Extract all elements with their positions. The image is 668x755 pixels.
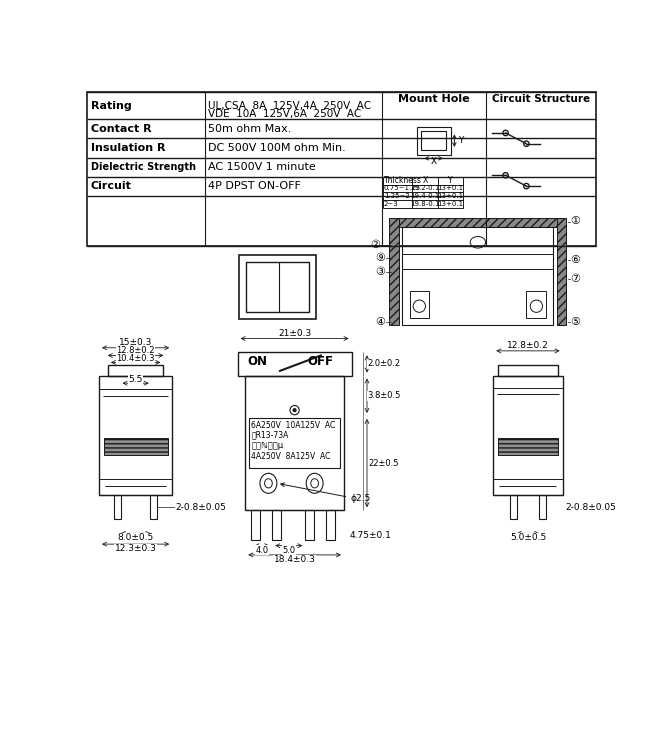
Text: 6A250V  10A125V  AC: 6A250V 10A125V AC xyxy=(251,421,336,430)
Bar xyxy=(399,217,557,227)
Bar xyxy=(326,510,335,540)
Text: 15±0.3: 15±0.3 xyxy=(119,338,152,347)
Text: 12.3±0.3: 12.3±0.3 xyxy=(115,544,156,553)
Text: 2-0.8±0.05: 2-0.8±0.05 xyxy=(566,503,617,512)
Text: Circuit: Circuit xyxy=(91,181,132,192)
Text: 1.25~2: 1.25~2 xyxy=(384,193,409,199)
Text: ON: ON xyxy=(247,355,267,368)
Text: 12.8±0.2: 12.8±0.2 xyxy=(507,341,549,350)
Text: 4A250V  8A125V  AC: 4A250V 8A125V AC xyxy=(251,451,331,461)
Text: ③: ③ xyxy=(375,267,385,276)
Text: 18.4±0.3: 18.4±0.3 xyxy=(274,555,315,564)
Text: ⓈR13-73A: ⓈR13-73A xyxy=(251,430,289,439)
Bar xyxy=(498,365,558,375)
Bar xyxy=(104,438,168,455)
Text: ②: ② xyxy=(371,239,381,250)
Text: 10.4±0.3: 10.4±0.3 xyxy=(116,354,155,363)
Text: 5.0: 5.0 xyxy=(283,546,295,555)
Bar xyxy=(88,92,596,246)
Bar xyxy=(249,418,340,468)
Text: 4P DPST ON-OFF: 4P DPST ON-OFF xyxy=(208,181,301,192)
Text: Contact R: Contact R xyxy=(91,124,151,134)
Text: OFF: OFF xyxy=(308,355,334,368)
Text: 4.0: 4.0 xyxy=(255,546,269,555)
Text: 19.2-0.1: 19.2-0.1 xyxy=(410,186,440,191)
Bar xyxy=(410,291,430,318)
Bar xyxy=(273,510,281,540)
Text: 5.5: 5.5 xyxy=(128,374,143,384)
Text: Thickness: Thickness xyxy=(384,176,422,185)
Text: 8.0±0.5: 8.0±0.5 xyxy=(118,534,154,543)
Text: Circuit Structure: Circuit Structure xyxy=(492,94,590,104)
Bar xyxy=(557,217,566,325)
Bar xyxy=(526,291,546,318)
Text: 2.0±0.2: 2.0±0.2 xyxy=(367,359,401,368)
Text: 19.8-0.1: 19.8-0.1 xyxy=(410,201,440,207)
Text: Mount Hole: Mount Hole xyxy=(397,94,470,104)
Text: X: X xyxy=(422,176,428,185)
Text: ④: ④ xyxy=(375,316,385,327)
Text: ⓁⓃℕⓉⓕμ: ⓁⓃℕⓉⓕμ xyxy=(251,441,284,450)
Bar xyxy=(238,353,351,375)
Bar xyxy=(246,262,309,312)
Text: Rating: Rating xyxy=(91,100,132,111)
Text: 12.8±0.2: 12.8±0.2 xyxy=(116,347,155,356)
Bar xyxy=(538,495,546,519)
Bar xyxy=(114,495,122,519)
Bar xyxy=(383,177,463,208)
Text: X: X xyxy=(431,157,437,166)
Text: 50m ohm Max.: 50m ohm Max. xyxy=(208,124,291,134)
Bar xyxy=(422,131,446,150)
Text: 4.75±0.1: 4.75±0.1 xyxy=(350,532,392,540)
Text: 13+0.1: 13+0.1 xyxy=(438,193,464,199)
Text: UL,CSA  8A  125V,4A  250V  AC: UL,CSA 8A 125V,4A 250V AC xyxy=(208,101,371,111)
Bar xyxy=(493,375,562,495)
Text: ⑤: ⑤ xyxy=(570,316,580,327)
Text: AC 1500V 1 minute: AC 1500V 1 minute xyxy=(208,162,315,172)
Text: 3.8±0.5: 3.8±0.5 xyxy=(367,391,401,400)
Text: ⑨: ⑨ xyxy=(375,253,385,263)
Text: 21±0.3: 21±0.3 xyxy=(278,328,311,337)
Text: Y: Y xyxy=(448,176,453,185)
Text: 13+0.1: 13+0.1 xyxy=(438,201,464,207)
Bar xyxy=(498,438,558,455)
Bar xyxy=(239,255,316,319)
Text: 0.75~1.25: 0.75~1.25 xyxy=(384,186,421,191)
Text: DC 500V 100M ohm Min.: DC 500V 100M ohm Min. xyxy=(208,143,345,153)
Bar xyxy=(510,495,517,519)
Text: Dielectric Strength: Dielectric Strength xyxy=(91,162,196,172)
Text: Insulation R: Insulation R xyxy=(91,143,165,153)
Text: ①: ① xyxy=(570,217,580,226)
Text: 19.4-0.1: 19.4-0.1 xyxy=(410,193,440,199)
Text: 5.0±0.5: 5.0±0.5 xyxy=(510,534,546,543)
Text: 2~3: 2~3 xyxy=(384,201,399,207)
Bar xyxy=(150,495,157,519)
Text: 22±0.5: 22±0.5 xyxy=(369,458,399,467)
Text: ⑦: ⑦ xyxy=(570,274,580,284)
Text: ϕ2.5: ϕ2.5 xyxy=(350,495,370,503)
Bar xyxy=(108,365,163,375)
Text: 13+0.1: 13+0.1 xyxy=(438,186,464,191)
Bar xyxy=(99,375,172,495)
Text: 2-0.8±0.05: 2-0.8±0.05 xyxy=(175,503,226,512)
Bar xyxy=(389,217,399,325)
Text: VDE  10A  125V,6A  250V  AC: VDE 10A 125V,6A 250V AC xyxy=(208,109,361,119)
Text: ⑥: ⑥ xyxy=(570,255,580,265)
Bar xyxy=(402,227,553,325)
Bar xyxy=(305,510,314,540)
Bar xyxy=(245,375,344,510)
Text: Y: Y xyxy=(458,136,464,145)
Circle shape xyxy=(293,408,296,411)
Bar xyxy=(417,127,450,155)
Bar xyxy=(251,510,260,540)
